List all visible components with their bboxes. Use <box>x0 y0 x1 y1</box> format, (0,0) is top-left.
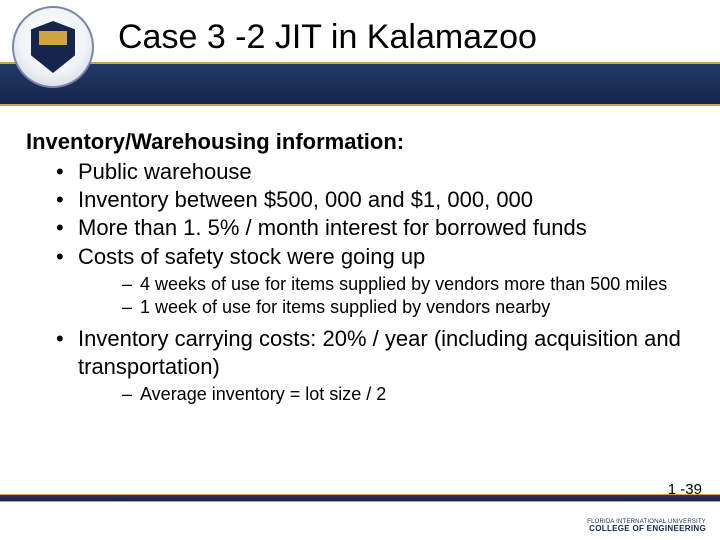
list-item: Inventory between $500, 000 and $1, 000,… <box>56 186 694 214</box>
bullet-text: Inventory between $500, 000 and $1, 000,… <box>78 187 533 212</box>
list-item: Costs of safety stock were going up 4 we… <box>56 243 694 319</box>
bullet-text: Public warehouse <box>78 159 252 184</box>
footer-college: COLLEGE OF ENGINEERING <box>587 525 706 534</box>
university-seal <box>12 6 94 88</box>
sub-item: 4 weeks of use for items supplied by ven… <box>122 273 694 296</box>
bullet-list: Public warehouse Inventory between $500,… <box>26 158 694 406</box>
slide-body: Inventory/Warehousing information: Publi… <box>0 110 720 406</box>
list-item: Public warehouse <box>56 158 694 186</box>
bullet-text: Costs of safety stock were going up <box>78 244 425 269</box>
sub-item: Average inventory = lot size / 2 <box>122 383 694 406</box>
shield-icon <box>31 21 75 73</box>
list-item: Inventory carrying costs: 20% / year (in… <box>56 325 694 406</box>
footer-band <box>0 494 720 502</box>
slide-title: Case 3 -2 JIT in Kalamazoo <box>118 18 537 57</box>
header-band <box>0 62 720 106</box>
list-item: More than 1. 5% / month interest for bor… <box>56 214 694 242</box>
bullet-text: Inventory carrying costs: 20% / year (in… <box>78 326 681 379</box>
sub-list: Average inventory = lot size / 2 <box>78 383 694 406</box>
body-heading: Inventory/Warehousing information: <box>26 128 694 156</box>
bullet-text: More than 1. 5% / month interest for bor… <box>78 215 587 240</box>
sub-list: 4 weeks of use for items supplied by ven… <box>78 273 694 319</box>
sub-item: 1 week of use for items supplied by vend… <box>122 296 694 319</box>
page-number: 1 -39 <box>668 481 702 498</box>
footer-branding: FLORIDA INTERNATIONAL UNIVERSITY COLLEGE… <box>587 519 706 534</box>
slide-header: Case 3 -2 JIT in Kalamazoo <box>0 0 720 110</box>
